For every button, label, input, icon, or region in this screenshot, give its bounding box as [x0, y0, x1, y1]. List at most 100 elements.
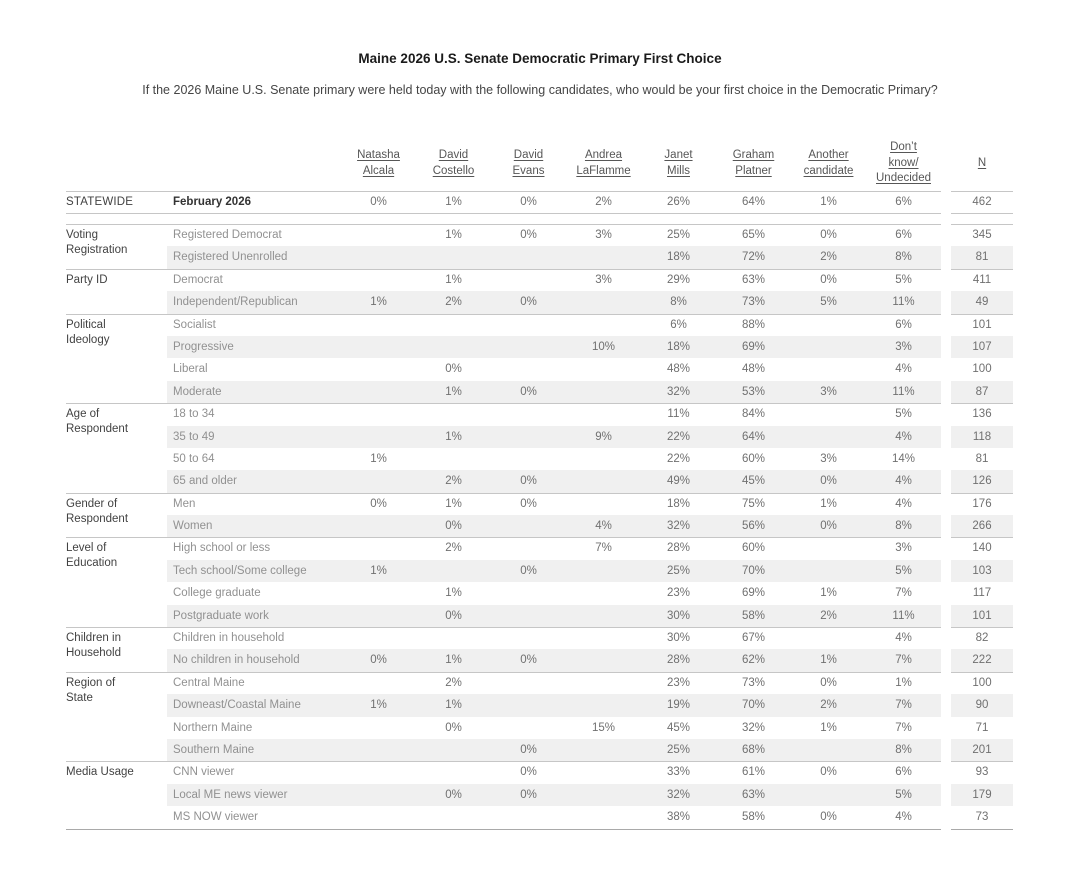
cell-natasha-alcala — [341, 269, 416, 291]
cell-janet-mills: 26% — [666, 196, 691, 208]
cell-another-candidate — [791, 358, 866, 380]
cell-n: 100 — [972, 363, 992, 376]
table-row-men: Men 0% 1% 0% 18% 75% 1% 4% 176 — [167, 492, 1013, 516]
table-row-no-children-in-household: No children in household 0% 1% 0% 28% 62% 1% 7%… — [167, 649, 1013, 672]
category-label-children-in-household: Children in Household — [66, 627, 167, 672]
cell-n: 101 — [972, 318, 992, 331]
cell-natasha-alcala — [341, 380, 416, 404]
cell-graham-platner: 64% — [716, 425, 791, 448]
cell-janet-mills: 32% — [641, 515, 716, 538]
group-rows: High school or less 2% 7% 28% 60% 3% 140 Tech s… — [167, 537, 1013, 628]
row-label: CNN viewer — [173, 766, 235, 779]
cell-n: 90 — [951, 694, 1013, 717]
cell-graham-platner: 84% — [741, 408, 766, 421]
cell-andrea-laflamme: 3% — [595, 229, 612, 241]
cell-don-t-know-undecided: 4% — [895, 632, 912, 645]
statewide-bottom-rule-left — [66, 213, 941, 214]
table-row-independent-republican: Independent/Republican 1% 2% 0% 8% 73% 5% 11% 49 — [167, 291, 1013, 314]
cell-n: 462 — [972, 196, 992, 208]
category-label-line: Respondent — [66, 423, 129, 436]
category-label-line: Registration — [66, 244, 128, 256]
cell-graham-platner: 60% — [741, 542, 766, 555]
cell-janet-mills: 49% — [641, 470, 716, 493]
cell-graham-platner: 68% — [716, 738, 791, 762]
cell-graham-platner: 63% — [716, 783, 791, 807]
cell-another-candidate — [791, 627, 866, 649]
cell-don-t-know-undecided: 5% — [895, 273, 912, 286]
n-column-gap — [941, 761, 951, 784]
cell-andrea-laflamme — [566, 694, 641, 717]
cell-don-t-know-undecided: 4% — [895, 811, 912, 824]
cell-david-costello: 2% — [416, 291, 491, 314]
cell-david-evans — [491, 246, 566, 269]
cell-natasha-alcala — [341, 314, 416, 336]
cell-david-evans — [491, 582, 566, 604]
header-spacer-subgroup — [167, 139, 341, 188]
row-group-statewide: STATEWIDE February 2026 0% 1% 0% 2% 26% 64% 1% 6%… — [66, 191, 1013, 214]
cell-david-evans: 0% — [491, 559, 566, 583]
category-label-line: Level of — [66, 542, 107, 555]
cell-n: 118 — [951, 425, 1013, 448]
row-label: Southern Maine — [167, 738, 341, 762]
cell-n: 81 — [951, 246, 1013, 269]
table-row-postgraduate-work: Postgraduate work 0% 30% 58% 2% 11% 101 — [167, 604, 1013, 628]
cell-david-costello: 2% — [445, 676, 462, 689]
n-column-gap — [941, 224, 951, 247]
cell-graham-platner: 69% — [716, 335, 791, 359]
table-row-18-to-34: 18 to 34 11% 84% 5% 136 — [167, 403, 1013, 426]
table-row-65-and-older: 65 and older 2% 0% 49% 45% 0% 4% 126 — [167, 470, 1013, 493]
cell-natasha-alcala — [341, 604, 416, 628]
cell-david-costello: 2% — [416, 470, 491, 493]
cell-don-t-know-undecided: 8% — [866, 246, 941, 269]
cell-david-evans: 0% — [491, 291, 566, 314]
cell-another-candidate — [791, 403, 866, 425]
cell-don-t-know-undecided: 14% — [891, 452, 916, 465]
cell-another-candidate: 0% — [820, 766, 837, 779]
table-row-ms-now-viewer: MS NOW viewer 38% 58% 0% 4% 73 — [167, 806, 1013, 829]
row-label: 65 and older — [167, 470, 341, 493]
row-group-voting-registration: Voting Registration Registered Democrat 1% 0… — [66, 224, 1013, 269]
column-header-line: Costello — [432, 164, 475, 177]
cell-andrea-laflamme: 10% — [566, 335, 641, 359]
row-label: Moderate — [167, 380, 341, 404]
cell-david-costello: 0% — [416, 783, 491, 807]
cell-andrea-laflamme — [566, 246, 641, 269]
cell-andrea-laflamme: 4% — [566, 515, 641, 538]
row-label: 50 to 64 — [173, 452, 215, 465]
column-header-n: N — [951, 139, 1013, 188]
column-header-line: David — [438, 149, 469, 161]
table-row-moderate: Moderate 1% 0% 32% 53% 3% 11% 87 — [167, 380, 1013, 404]
cell-andrea-laflamme — [566, 738, 641, 762]
group-spacer — [66, 214, 1013, 224]
column-header-graham-platner: Graham Platner — [716, 139, 791, 188]
cell-david-costello — [416, 559, 491, 583]
cell-andrea-laflamme — [566, 380, 641, 404]
row-label: Registered Unenrolled — [167, 246, 341, 269]
cell-janet-mills: 11% — [667, 408, 690, 421]
cell-andrea-laflamme — [566, 649, 641, 672]
row-label: MS NOW viewer — [173, 811, 258, 824]
category-label-statewide: STATEWIDE — [66, 191, 167, 214]
row-label: Postgraduate work — [167, 604, 341, 628]
n-column-gap — [941, 559, 951, 583]
cell-natasha-alcala — [341, 470, 416, 493]
group-rows: Children in household 30% 67% 4% 82 No childr… — [167, 627, 1013, 672]
n-column-gap — [941, 335, 951, 359]
n-column-gap — [941, 537, 951, 560]
row-group-political-ideology: Political Ideology Socialist 6% 88% 6% 101 Prog… — [66, 313, 1013, 404]
cell-david-evans — [491, 335, 566, 359]
cell-janet-mills: 32% — [641, 783, 716, 807]
cell-graham-platner: 62% — [716, 649, 791, 672]
cell-janet-mills: 23% — [666, 676, 691, 689]
group-rows: CNN viewer 0% 33% 61% 0% 6% 93 Local ME news vi… — [167, 761, 1013, 829]
n-column-gap — [941, 268, 951, 292]
row-label: February 2026 — [173, 196, 251, 208]
page-subtitle: If the 2026 Maine U.S. Senate primary we… — [142, 83, 938, 97]
cell-another-candidate — [791, 738, 866, 762]
statewide-bottom-rule-right — [951, 213, 1013, 214]
cell-andrea-laflamme — [566, 806, 641, 828]
cell-david-evans — [491, 694, 566, 717]
cell-natasha-alcala: 1% — [370, 452, 387, 465]
cell-natasha-alcala: 0% — [341, 649, 416, 672]
column-header-janet-mills: Janet Mills — [641, 139, 716, 188]
